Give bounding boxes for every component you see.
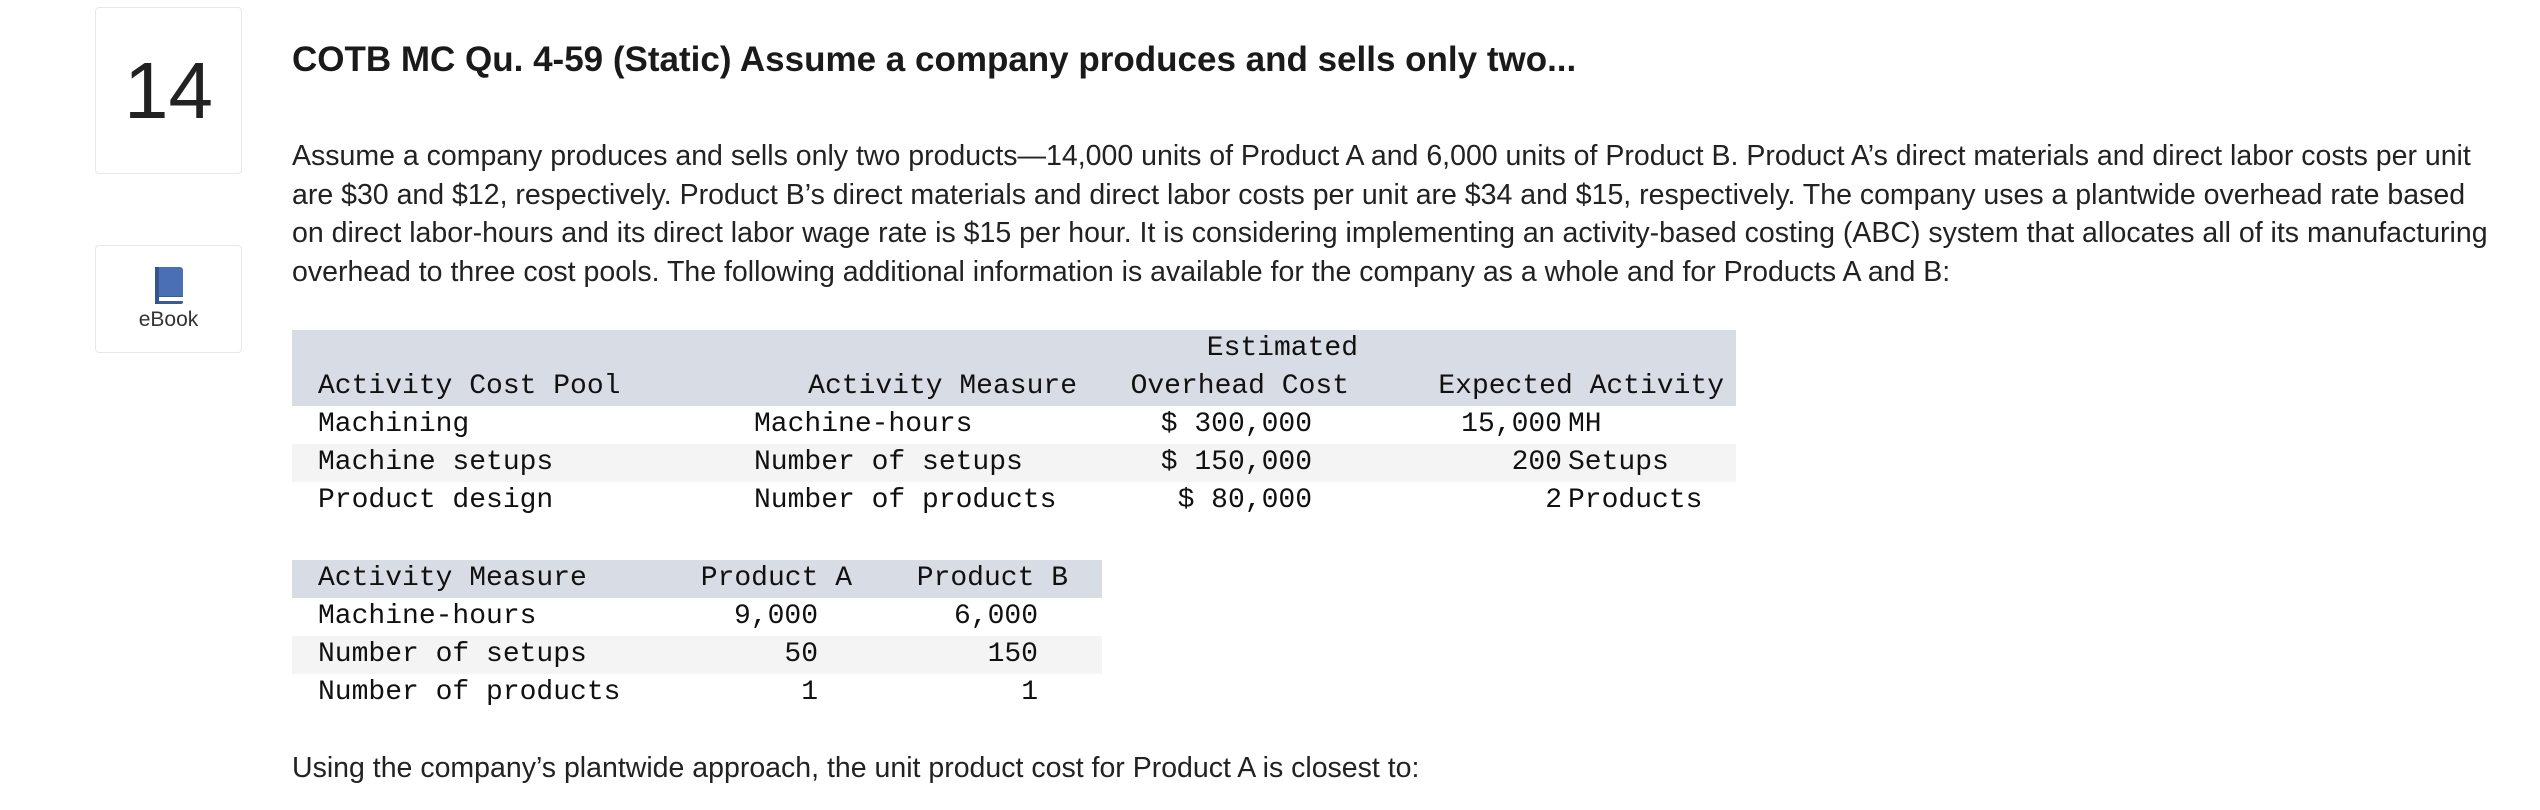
book-icon [155, 267, 183, 304]
cell-cost: $ 80,000 [1177, 485, 1312, 516]
cell-measure: Machine-hours [754, 409, 973, 440]
header-activity-measure: Activity Measure [808, 371, 1077, 402]
cell-qty: 15,000 [1461, 409, 1562, 440]
cell-unit: Setups [1568, 447, 1669, 478]
header-product-b: Product B [916, 563, 1068, 594]
table-row [292, 482, 1736, 520]
question-title: COTB MC Qu. 4-59 (Static) Assume a compa… [292, 40, 1577, 79]
table-header-bg [292, 330, 1736, 406]
cell-measure: Number of setups [318, 639, 587, 670]
cell-cost: $ 150,000 [1160, 447, 1312, 478]
cell-product-a: 9,000 [733, 601, 818, 632]
question-number: 14 [124, 45, 213, 135]
header-expected-activity: Expected Activity [1438, 371, 1724, 402]
cell-product-a: 1 [801, 677, 818, 708]
cell-product-b: 6,000 [953, 601, 1038, 632]
product-activity-table: Activity Measure Product A Product B Mac… [292, 560, 1102, 720]
table-row [292, 444, 1736, 482]
cost-pool-table: Estimated Activity Cost Pool Activity Me… [292, 330, 1736, 527]
cell-pool: Machine setups [318, 447, 554, 478]
table-row [292, 636, 1102, 674]
cell-pool: Machining [318, 409, 470, 440]
question-text: Using the company’s plantwide approach, … [292, 752, 1420, 784]
cell-pool: Product design [318, 485, 554, 516]
cell-unit: Products [1568, 485, 1703, 516]
header-overhead-cost: Overhead Cost [1130, 371, 1349, 402]
cell-measure: Number of setups [754, 447, 1023, 478]
header-activity-cost-pool: Activity Cost Pool [318, 371, 621, 402]
question-number-box: 14 [95, 7, 242, 174]
question-prompt: Assume a company produces and sells only… [292, 140, 2488, 288]
cell-qty: 2 [1545, 485, 1562, 516]
table-header-bg [292, 560, 1102, 598]
cell-measure: Number of products [318, 677, 621, 708]
cell-cost: $ 300,000 [1160, 409, 1312, 440]
ebook-label: eBook [138, 308, 199, 331]
table-row [292, 598, 1102, 636]
cell-product-b: 1 [1021, 677, 1038, 708]
header-estimated: Estimated [1206, 333, 1358, 364]
cell-qty: 200 [1511, 447, 1562, 478]
cell-measure: Number of products [754, 485, 1057, 516]
cell-product-a: 50 [784, 639, 818, 670]
table-row [292, 406, 1736, 444]
header-activity-measure: Activity Measure [318, 563, 587, 594]
ebook-button[interactable]: eBook [95, 245, 242, 353]
cell-product-b: 150 [987, 639, 1038, 670]
cell-unit: MH [1568, 409, 1602, 440]
table-row [292, 674, 1102, 712]
header-product-a: Product A [700, 563, 852, 594]
cell-measure: Machine-hours [318, 601, 537, 632]
